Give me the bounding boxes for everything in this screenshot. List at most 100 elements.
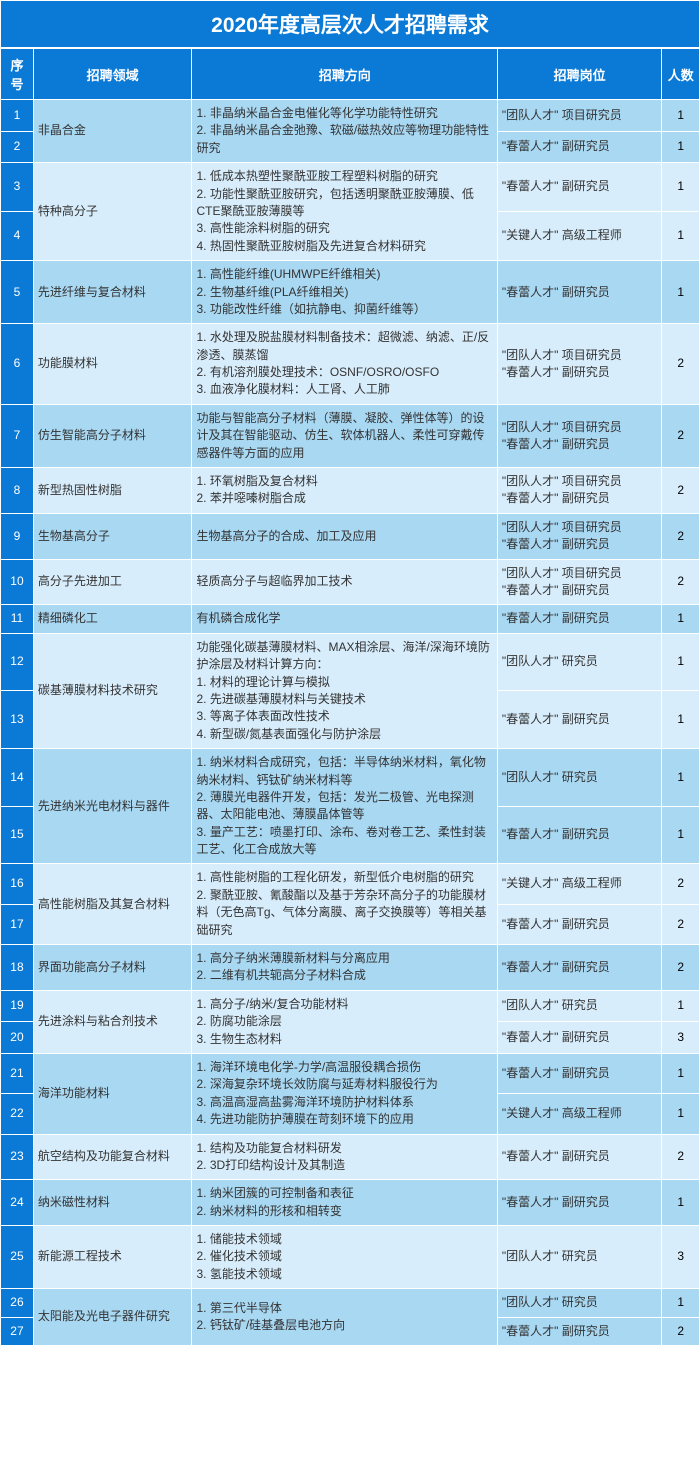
cell-count: 2	[662, 864, 700, 904]
cell-count: 2	[662, 404, 700, 467]
cell-count: 1	[662, 990, 700, 1022]
cell-position: "春蕾人才" 副研究员	[497, 1180, 661, 1226]
cell-count: 3	[662, 1226, 700, 1289]
table-row: 26太阳能及光电子器件研究1. 第三代半导体 2. 钙钛矿/硅基叠层电池方向"团…	[1, 1289, 700, 1317]
table-row: 8新型热固性树脂1. 环氧树脂及复合材料 2. 苯并噁嗪树脂合成"团队人才" 项…	[1, 468, 700, 514]
cell-position: "春蕾人才" 副研究员	[497, 1022, 661, 1054]
cell-field: 新型热固性树脂	[33, 468, 192, 514]
cell-count: 1	[662, 100, 700, 132]
cell-field: 高性能树脂及其复合材料	[33, 864, 192, 945]
cell-seq: 27	[1, 1317, 34, 1345]
cell-count: 2	[662, 904, 700, 944]
table-header-row: 序号 招聘领域 招聘方向 招聘岗位 人数	[1, 49, 700, 100]
cell-position: "春蕾人才" 副研究员	[497, 1134, 661, 1180]
cell-position: "关键人才" 高级工程师	[497, 1094, 661, 1134]
cell-seq: 22	[1, 1094, 34, 1134]
table-row: 7仿生智能高分子材料功能与智能高分子材料（薄膜、凝胶、弹性体等）的设计及其在智能…	[1, 404, 700, 467]
cell-seq: 8	[1, 468, 34, 514]
cell-direction: 1. 纳米材料合成研究，包括：半导体纳米材料，氧化物纳米材料、钙钛矿纳米材料等 …	[192, 749, 497, 864]
cell-field: 新能源工程技术	[33, 1226, 192, 1289]
cell-position: "春蕾人才" 副研究员	[497, 131, 661, 163]
header-position: 招聘岗位	[497, 49, 661, 100]
cell-seq: 21	[1, 1053, 34, 1093]
cell-direction: 1. 储能技术领域 2. 催化技术领域 3. 氢能技术领域	[192, 1226, 497, 1289]
header-field: 招聘领域	[33, 49, 192, 100]
table-row: 18界面功能高分子材料1. 高分子纳米薄膜新材料与分离应用 2. 二维有机共轭高…	[1, 945, 700, 991]
cell-count: 2	[662, 559, 700, 605]
cell-field: 非晶合金	[33, 100, 192, 163]
cell-position: "团队人才" 研究员	[497, 990, 661, 1022]
cell-direction: 功能强化碳基薄膜材料、MAX相涂层、海洋/深海环境防护涂层及材料计算方向： 1.…	[192, 633, 497, 748]
cell-field: 航空结构及功能复合材料	[33, 1134, 192, 1180]
cell-seq: 12	[1, 633, 34, 691]
cell-count: 1	[662, 1053, 700, 1093]
header-direction: 招聘方向	[192, 49, 497, 100]
cell-field: 先进纤维与复合材料	[33, 261, 192, 324]
cell-position: "关键人才" 高级工程师	[497, 864, 661, 904]
table-row: 14先进纳米光电材料与器件1. 纳米材料合成研究，包括：半导体纳米材料，氧化物纳…	[1, 749, 700, 807]
cell-field: 海洋功能材料	[33, 1053, 192, 1134]
cell-field: 精细磷化工	[33, 605, 192, 633]
cell-seq: 10	[1, 559, 34, 605]
cell-count: 1	[662, 806, 700, 864]
cell-direction: 1. 纳米团簇的可控制备和表征 2. 纳米材料的形核和相转变	[192, 1180, 497, 1226]
cell-field: 特种高分子	[33, 163, 192, 261]
cell-position: "春蕾人才" 副研究员	[497, 605, 661, 633]
cell-position: "春蕾人才" 副研究员	[497, 261, 661, 324]
cell-seq: 26	[1, 1289, 34, 1317]
cell-position: "关键人才" 高级工程师	[497, 212, 661, 261]
cell-direction: 1. 高分子纳米薄膜新材料与分离应用 2. 二维有机共轭高分子材料合成	[192, 945, 497, 991]
table-row: 5先进纤维与复合材料1. 高性能纤维(UHMWPE纤维相关) 2. 生物基纤维(…	[1, 261, 700, 324]
table-row: 25新能源工程技术1. 储能技术领域 2. 催化技术领域 3. 氢能技术领域"团…	[1, 1226, 700, 1289]
cell-field: 功能膜材料	[33, 324, 192, 405]
cell-seq: 13	[1, 691, 34, 749]
cell-direction: 1. 海洋环境电化学-力学/高温服役耦合损伤 2. 深海复杂环境长效防腐与延寿材…	[192, 1053, 497, 1134]
cell-position: "春蕾人才" 副研究员	[497, 691, 661, 749]
cell-field: 仿生智能高分子材料	[33, 404, 192, 467]
cell-field: 先进纳米光电材料与器件	[33, 749, 192, 864]
cell-field: 先进涂料与粘合剂技术	[33, 990, 192, 1053]
cell-direction: 生物基高分子的合成、加工及应用	[192, 513, 497, 559]
table-row: 24纳米磁性材料1. 纳米团簇的可控制备和表征 2. 纳米材料的形核和相转变"春…	[1, 1180, 700, 1226]
cell-seq: 3	[1, 163, 34, 212]
cell-count: 1	[662, 131, 700, 163]
cell-seq: 2	[1, 131, 34, 163]
cell-position: "团队人才" 研究员	[497, 633, 661, 691]
table-row: 19先进涂料与粘合剂技术1. 高分子/纳米/复合功能材料 2. 防腐功能涂层 3…	[1, 990, 700, 1022]
cell-seq: 24	[1, 1180, 34, 1226]
cell-count: 1	[662, 163, 700, 212]
table-row: 3特种高分子1. 低成本热塑性聚酰亚胺工程塑料树脂的研究 2. 功能性聚酰亚胺研…	[1, 163, 700, 212]
cell-seq: 14	[1, 749, 34, 807]
cell-seq: 25	[1, 1226, 34, 1289]
cell-position: "春蕾人才" 副研究员	[497, 1317, 661, 1345]
cell-seq: 1	[1, 100, 34, 132]
cell-count: 2	[662, 945, 700, 991]
cell-field: 生物基高分子	[33, 513, 192, 559]
cell-count: 3	[662, 1022, 700, 1054]
cell-count: 2	[662, 468, 700, 514]
header-seq: 序号	[1, 49, 34, 100]
cell-seq: 4	[1, 212, 34, 261]
cell-position: "团队人才" 项目研究员 "春蕾人才" 副研究员	[497, 404, 661, 467]
cell-direction: 1. 第三代半导体 2. 钙钛矿/硅基叠层电池方向	[192, 1289, 497, 1346]
cell-seq: 19	[1, 990, 34, 1022]
cell-count: 2	[662, 513, 700, 559]
cell-count: 2	[662, 1317, 700, 1345]
cell-seq: 15	[1, 806, 34, 864]
cell-direction: 1. 非晶纳米晶合金电催化等化学功能特性研究 2. 非晶纳米晶合金弛豫、软磁/磁…	[192, 100, 497, 163]
cell-seq: 5	[1, 261, 34, 324]
table-row: 23航空结构及功能复合材料1. 结构及功能复合材料研发 2. 3D打印结构设计及…	[1, 1134, 700, 1180]
cell-direction: 1. 高分子/纳米/复合功能材料 2. 防腐功能涂层 3. 生物生态材料	[192, 990, 497, 1053]
cell-field: 高分子先进加工	[33, 559, 192, 605]
cell-count: 2	[662, 324, 700, 405]
cell-seq: 7	[1, 404, 34, 467]
cell-seq: 20	[1, 1022, 34, 1054]
cell-field: 碳基薄膜材料技术研究	[33, 633, 192, 748]
cell-seq: 23	[1, 1134, 34, 1180]
table-row: 11精细磷化工有机磷合成化学"春蕾人才" 副研究员1	[1, 605, 700, 633]
cell-direction: 有机磷合成化学	[192, 605, 497, 633]
cell-count: 1	[662, 1289, 700, 1317]
cell-direction: 轻质高分子与超临界加工技术	[192, 559, 497, 605]
cell-count: 1	[662, 691, 700, 749]
cell-seq: 11	[1, 605, 34, 633]
